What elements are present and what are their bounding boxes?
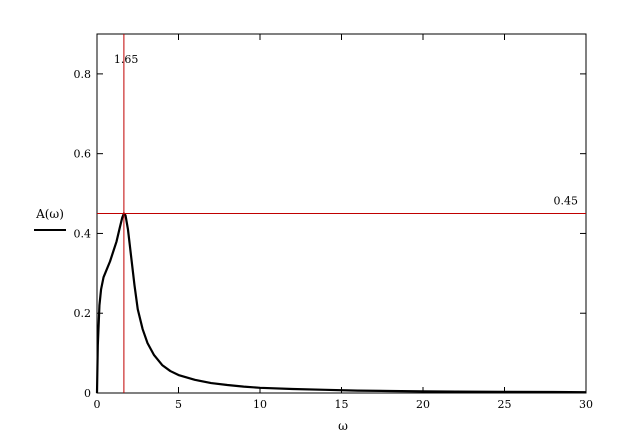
x-axis-title: ω (338, 419, 348, 433)
series-line-a-omega (95, 212, 587, 394)
legend: A(ω) (34, 207, 66, 231)
y-tick-label: 0.4 (74, 227, 92, 240)
y-axis-ticks: 0 0.2 0.4 0.6 0.8 (74, 68, 586, 400)
y-tick-label: 0.2 (74, 307, 92, 320)
x-tick-label: 10 (253, 398, 267, 411)
x-tick-label: 15 (335, 398, 349, 411)
x-tick-label: 0 (94, 398, 101, 411)
x-tick-label: 30 (579, 398, 593, 411)
x-axis-ticks: 0 5 10 15 20 25 30 (94, 34, 593, 411)
vertical-marker-label: 1.65 (114, 53, 138, 66)
y-tick-label: 0.6 (74, 148, 92, 161)
x-tick-label: 5 (175, 398, 182, 411)
marker-layer: 1.65 0.45 (97, 34, 586, 393)
horizontal-marker-label: 0.45 (554, 195, 579, 208)
series-layer (95, 212, 587, 394)
x-tick-label: 20 (416, 398, 430, 411)
x-tick-label: 25 (498, 398, 512, 411)
y-tick-label: 0.8 (74, 68, 92, 81)
legend-label: A(ω) (35, 207, 64, 221)
y-tick-label: 0 (84, 387, 91, 400)
